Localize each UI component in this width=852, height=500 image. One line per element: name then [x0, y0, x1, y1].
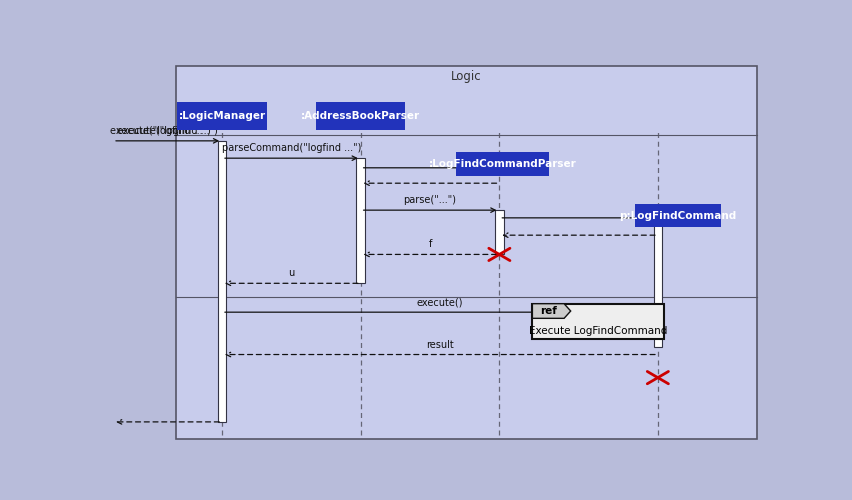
Text: execute("logfind ..."): execute("logfind ...") — [110, 126, 210, 136]
Bar — [218, 141, 227, 422]
Text: Execute LogFindCommand: Execute LogFindCommand — [529, 326, 668, 336]
Bar — [457, 152, 549, 176]
Bar — [653, 218, 662, 347]
Text: u: u — [288, 268, 295, 278]
Bar — [316, 102, 406, 130]
Bar — [635, 204, 721, 228]
Text: :AddressBookParser: :AddressBookParser — [301, 111, 420, 121]
Text: parseCommand("logfind ..."): parseCommand("logfind ...") — [222, 143, 361, 153]
Text: f: f — [429, 240, 432, 250]
Text: execute(): execute() — [417, 297, 463, 307]
Bar — [495, 210, 504, 254]
Text: execute("logfind ..."): execute("logfind ...") — [117, 126, 218, 136]
Text: :LogicManager: :LogicManager — [178, 111, 266, 121]
Text: parse("..."): parse("...") — [404, 195, 457, 205]
Text: :LogFindCommandParser: :LogFindCommandParser — [429, 159, 577, 169]
Bar — [532, 304, 665, 339]
Bar — [176, 66, 757, 439]
Bar — [177, 102, 267, 130]
Text: Logic: Logic — [451, 70, 481, 82]
Text: p:LogFindCommand: p:LogFindCommand — [619, 211, 736, 221]
Bar — [356, 158, 365, 284]
Text: ref: ref — [540, 306, 556, 316]
Polygon shape — [532, 304, 571, 318]
Text: result: result — [426, 340, 454, 349]
